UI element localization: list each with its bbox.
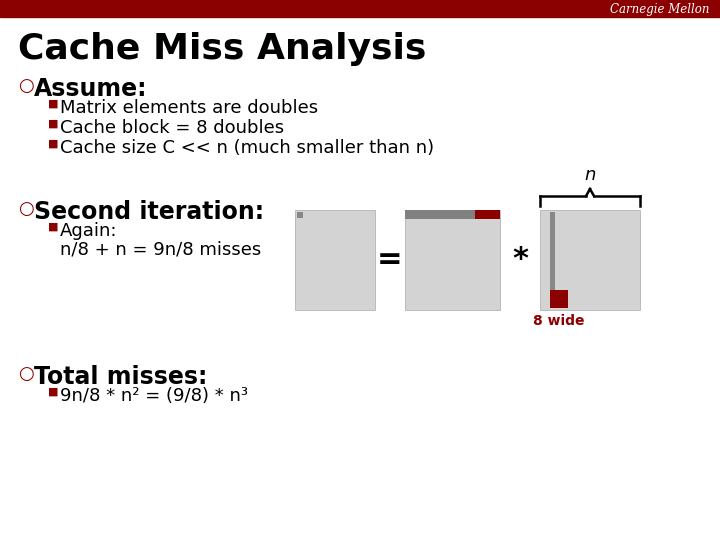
Text: Second iteration:: Second iteration: xyxy=(34,200,264,224)
Text: n: n xyxy=(585,166,595,184)
Text: n/8 + n = 9n/8 misses: n/8 + n = 9n/8 misses xyxy=(60,240,261,258)
Text: Cache block = 8 doubles: Cache block = 8 doubles xyxy=(60,119,284,137)
Bar xyxy=(0,0,720,17)
Text: Total misses:: Total misses: xyxy=(34,365,207,389)
Bar xyxy=(540,210,640,310)
Bar xyxy=(295,210,375,310)
Text: 9n/8 * n² = (9/8) * n³: 9n/8 * n² = (9/8) * n³ xyxy=(60,387,248,405)
Bar xyxy=(550,290,568,308)
Bar xyxy=(405,210,500,310)
Text: ■: ■ xyxy=(48,119,58,129)
Text: ○: ○ xyxy=(18,77,34,95)
Bar xyxy=(475,210,500,219)
Text: Carnegie Mellon: Carnegie Mellon xyxy=(611,3,710,16)
Bar xyxy=(297,212,303,218)
Text: *: * xyxy=(512,246,528,274)
Text: Matrix elements are doubles: Matrix elements are doubles xyxy=(60,99,318,117)
Text: Cache Miss Analysis: Cache Miss Analysis xyxy=(18,32,426,66)
Bar xyxy=(405,210,475,219)
Bar xyxy=(550,212,555,292)
Text: ■: ■ xyxy=(48,222,58,232)
Text: ○: ○ xyxy=(18,365,34,383)
Text: ■: ■ xyxy=(48,99,58,109)
Text: ○: ○ xyxy=(18,200,34,218)
Text: ■: ■ xyxy=(48,139,58,149)
Text: ■: ■ xyxy=(48,387,58,397)
Text: =: = xyxy=(377,246,402,274)
Text: Cache size C << n (much smaller than n): Cache size C << n (much smaller than n) xyxy=(60,139,434,157)
Text: Assume:: Assume: xyxy=(34,77,148,101)
Text: 8 wide: 8 wide xyxy=(534,314,585,328)
Text: Again:: Again: xyxy=(60,222,117,240)
